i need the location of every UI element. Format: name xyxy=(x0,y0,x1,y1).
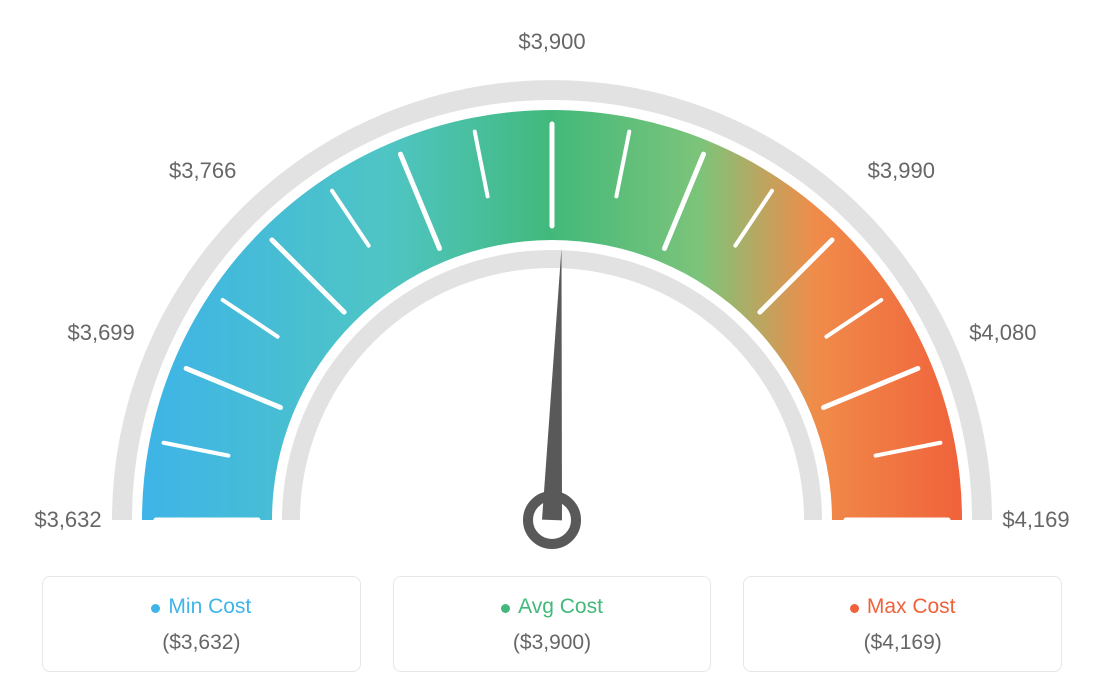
legend-title-min: Min Cost xyxy=(168,595,251,619)
legend-value-max: ($4,169) xyxy=(754,631,1051,655)
scale-label: $4,080 xyxy=(969,320,1036,346)
scale-label: $3,990 xyxy=(868,158,935,184)
scale-label: $3,699 xyxy=(67,320,134,346)
gauge-chart: $3,632$3,699$3,766$3,900$3,990$4,080$4,1… xyxy=(42,30,1062,570)
legend-title-avg: Avg Cost xyxy=(518,595,603,619)
legend-row: Min Cost ($3,632) Avg Cost ($3,900) Max … xyxy=(0,576,1104,672)
scale-label: $4,169 xyxy=(1002,507,1069,533)
legend-card-avg: Avg Cost ($3,900) xyxy=(393,576,712,672)
legend-title-max: Max Cost xyxy=(867,595,956,619)
legend-dot-avg xyxy=(501,604,510,613)
scale-label: $3,900 xyxy=(518,29,585,55)
legend-card-min: Min Cost ($3,632) xyxy=(42,576,361,672)
scale-label: $3,766 xyxy=(169,158,236,184)
legend-value-avg: ($3,900) xyxy=(404,631,701,655)
legend-value-min: ($3,632) xyxy=(53,631,350,655)
needle xyxy=(542,248,562,520)
legend-dot-max xyxy=(850,604,859,613)
scale-label: $3,632 xyxy=(34,507,101,533)
gauge-svg xyxy=(42,30,1062,570)
legend-card-max: Max Cost ($4,169) xyxy=(743,576,1062,672)
legend-dot-min xyxy=(151,604,160,613)
